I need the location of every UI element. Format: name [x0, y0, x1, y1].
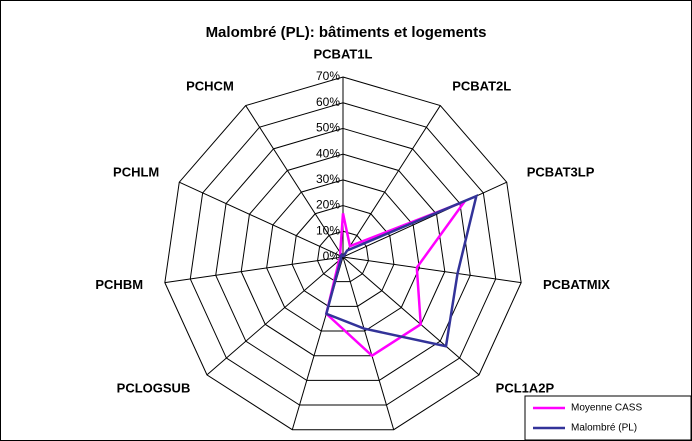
plot-area: 0% 10% 20% 30% 40% 50% 60% 70% PCBAT1L PCBAT2L PCB… — [95, 46, 610, 431]
spoke — [342, 181, 507, 258]
legend-box — [524, 395, 692, 441]
tick-label: 60% — [316, 95, 340, 109]
spoke — [342, 256, 395, 430]
tick-label: 70% — [316, 69, 340, 83]
category-label: PCHBM — [95, 277, 143, 292]
spoke — [206, 256, 344, 376]
spoke — [179, 181, 344, 258]
tick-label: 40% — [316, 146, 340, 160]
tick-label: 20% — [316, 198, 340, 212]
category-label: PCBAT3LP — [527, 165, 595, 180]
grid-ring — [189, 102, 497, 406]
spoke — [342, 256, 522, 284]
tick-label: 0% — [323, 249, 341, 263]
spoke — [342, 105, 441, 258]
category-label: PCBAT2L — [452, 79, 511, 94]
tick-label: 10% — [316, 223, 340, 237]
legend-label: Moyenne CASS — [571, 403, 642, 414]
grid-ring — [164, 76, 522, 431]
category-label: PCHLM — [113, 165, 159, 180]
grid-ring — [266, 179, 420, 332]
grid-ring — [215, 127, 471, 381]
spoke — [342, 256, 480, 376]
grid-ring — [317, 230, 369, 283]
grid-ring — [240, 153, 446, 357]
spoke — [164, 256, 344, 284]
tick-label: 50% — [316, 121, 340, 135]
category-label: PCLOGSUB — [117, 381, 191, 396]
series-line — [324, 193, 479, 348]
category-label: PCBAT1L — [314, 46, 373, 61]
chart-title: Malombré (PL): bâtiments et logements — [206, 24, 487, 41]
category-label: PCL1A2P — [496, 381, 555, 396]
tick-label: 30% — [316, 172, 340, 186]
category-label: PCBATMIX — [543, 277, 610, 292]
category-label: PCHCM — [186, 79, 234, 94]
legend-label: Malombré (PL) — [571, 423, 637, 434]
spoke — [245, 105, 344, 258]
